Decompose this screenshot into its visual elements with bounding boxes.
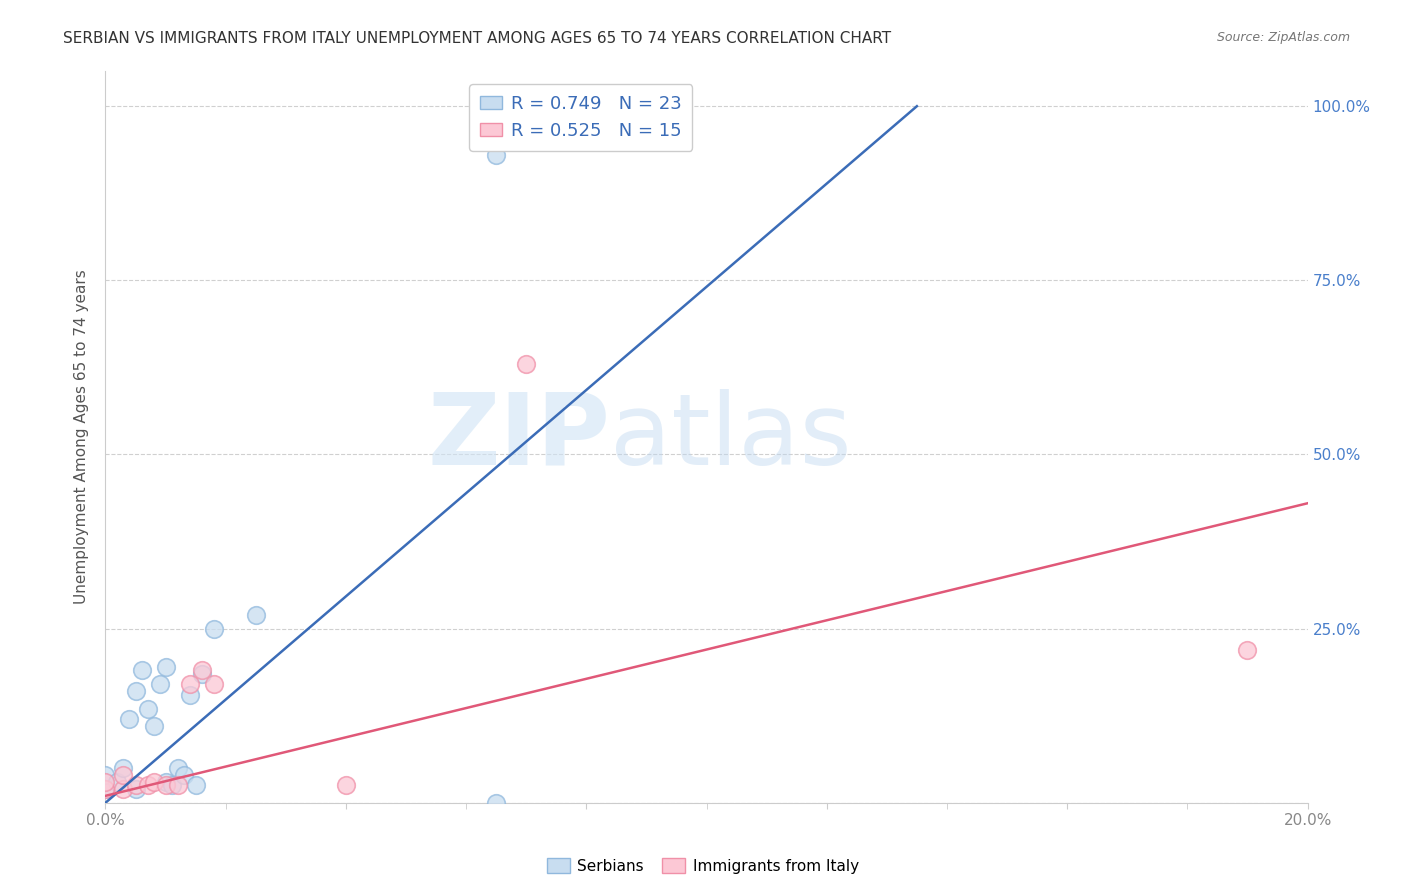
Point [112, 781, 135, 796]
Point [485, 796, 508, 810]
Point [166, 778, 188, 792]
Point [190, 667, 212, 681]
Point [335, 778, 357, 792]
Point [166, 761, 188, 775]
Point [94, 768, 117, 782]
Point [485, 148, 508, 162]
Text: Source: ZipAtlas.com: Source: ZipAtlas.com [1216, 31, 1350, 45]
Point [136, 702, 159, 716]
Point [136, 778, 159, 792]
Text: SERBIAN VS IMMIGRANTS FROM ITALY UNEMPLOYMENT AMONG AGES 65 TO 74 YEARS CORRELAT: SERBIAN VS IMMIGRANTS FROM ITALY UNEMPLO… [63, 31, 891, 46]
Point [94, 781, 117, 796]
Point [515, 357, 537, 371]
Point [94, 781, 117, 796]
Legend: R = 0.749   N = 23, R = 0.525   N = 15: R = 0.749 N = 23, R = 0.525 N = 15 [470, 84, 692, 151]
Text: ZIP: ZIP [427, 389, 610, 485]
Point [107, 775, 129, 789]
Point [131, 664, 153, 678]
Point [155, 660, 177, 674]
Point [179, 688, 201, 702]
Point [179, 677, 201, 691]
Point [124, 684, 146, 698]
Point [142, 775, 165, 789]
Legend: Serbians, Immigrants from Italy: Serbians, Immigrants from Italy [541, 852, 865, 880]
Point [142, 719, 165, 733]
Point [155, 775, 177, 789]
Point [245, 607, 267, 622]
Point [112, 768, 135, 782]
Point [202, 677, 225, 691]
Point [118, 712, 141, 726]
Point [160, 778, 183, 792]
Point [124, 781, 146, 796]
Point [190, 664, 212, 678]
Point [184, 778, 207, 792]
Point [94, 775, 117, 789]
Text: atlas: atlas [610, 389, 852, 485]
Point [112, 761, 135, 775]
Point [155, 778, 177, 792]
Point [148, 677, 170, 691]
Point [173, 768, 195, 782]
Y-axis label: Unemployment Among Ages 65 to 74 years: Unemployment Among Ages 65 to 74 years [75, 269, 90, 605]
Point [1236, 642, 1258, 657]
Point [202, 622, 225, 636]
Point [124, 778, 146, 792]
